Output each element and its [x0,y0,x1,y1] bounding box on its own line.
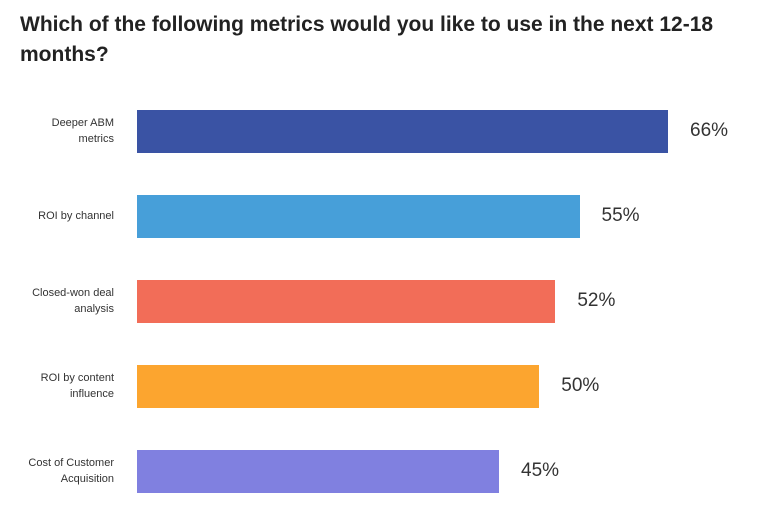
category-label: ROI by content influence [40,372,114,400]
value-label: 55% [601,205,640,226]
category-label: Deeper ABM metrics [51,117,114,145]
bar [137,449,500,493]
bar [137,194,580,238]
category-label: Cost of Customer Acquisition [28,457,114,485]
bar [137,279,556,323]
category-label: Closed-won deal analysis [32,287,114,315]
value-label: 66% [690,120,729,141]
value-label: 50% [561,375,600,396]
category-label: ROI by channel [38,210,114,222]
value-label: 45% [521,460,560,481]
bar [137,364,540,408]
bar [137,109,668,153]
chart-title: Which of the following metrics would you… [20,13,714,66]
value-label: 52% [577,290,616,311]
